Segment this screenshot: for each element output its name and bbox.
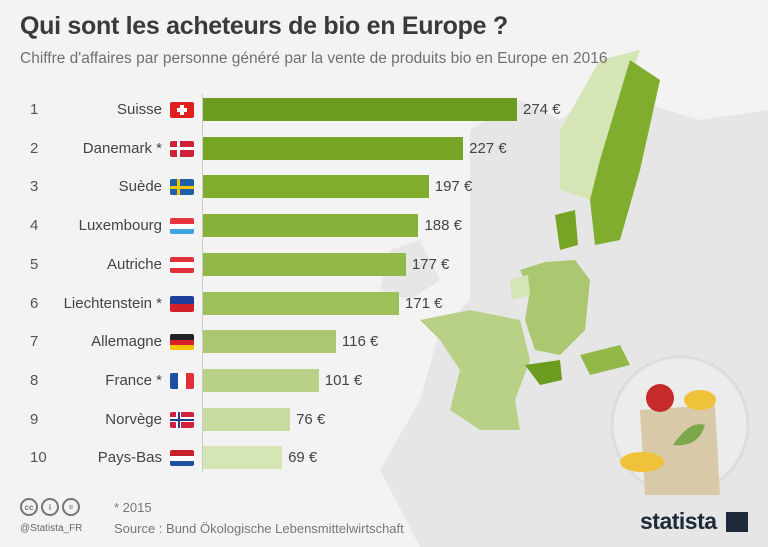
bar-row: 3 Suède 197 € <box>0 175 600 199</box>
country-label: Suède <box>118 178 162 196</box>
flag-ch-icon <box>170 102 194 118</box>
bar <box>203 368 319 392</box>
rank-label: 9 <box>30 410 39 428</box>
bar <box>203 407 291 431</box>
bar-row: 8 France * 101 € <box>0 368 600 393</box>
bar-row: 10 Pays-Bas 69 € <box>0 446 600 470</box>
map-austria <box>580 345 630 375</box>
rank-label: 5 <box>30 255 39 273</box>
value-label: 101 € <box>324 371 363 389</box>
bar <box>203 175 429 199</box>
bar-row: 5 Autriche 177 € <box>0 252 600 277</box>
bar <box>203 214 419 238</box>
footnote: * 2015 <box>114 500 152 515</box>
map-switzerland <box>525 360 562 385</box>
rank-label: 2 <box>30 139 39 157</box>
map-germany <box>520 260 590 355</box>
map-sweden <box>590 60 660 245</box>
value-label: 76 € <box>296 410 326 428</box>
bar <box>203 446 283 470</box>
flag-at-icon <box>170 256 194 273</box>
value-label: 69 € <box>288 449 318 467</box>
rank-label: 6 <box>30 294 39 312</box>
flag-de-icon <box>170 334 194 351</box>
bar <box>203 136 464 160</box>
bar <box>203 252 406 276</box>
country-label: Allemagne <box>91 333 162 351</box>
statista-logo-mark <box>726 512 748 532</box>
bar-row: 9 Norvège 76 € <box>0 407 600 432</box>
country-label: Danemark * <box>82 139 162 157</box>
value-label: 274 € <box>523 101 561 118</box>
bar-row: 1 Suisse 274 € <box>0 98 600 122</box>
country-label: Suisse <box>116 101 162 118</box>
map-norway <box>560 50 640 200</box>
country-label: Liechtenstein * <box>63 294 162 312</box>
flag-li-icon <box>170 295 194 312</box>
flag-lu-icon <box>170 218 194 235</box>
cc-icon: cc <box>20 498 38 516</box>
flag-se-icon <box>170 179 194 196</box>
flag-nl-icon <box>170 450 194 467</box>
map-france <box>420 310 530 430</box>
value-label: 177 € <box>411 255 450 273</box>
flag-fr-icon <box>170 372 194 389</box>
value-label: 116 € <box>341 333 379 351</box>
value-label: 188 € <box>424 217 462 235</box>
bar-row: 2 Danemark * 227 € <box>0 136 600 161</box>
attribution-icon: i <box>41 498 59 516</box>
country-label: Norvège <box>105 410 162 428</box>
rank-label: 8 <box>30 371 39 389</box>
grocery-bag-icon <box>640 405 720 495</box>
no-derivatives-icon: = <box>62 498 80 516</box>
value-label: 227 € <box>469 139 507 157</box>
bar-row: 7 Allemagne 116 € <box>0 330 600 354</box>
map-netherlands <box>510 275 530 300</box>
flag-no-icon <box>170 411 194 428</box>
flag-dk-icon <box>170 140 194 157</box>
license-icons: cc i = <box>20 498 80 516</box>
country-label: Pays-Bas <box>97 449 162 467</box>
banana-icon <box>684 390 716 410</box>
leaf-icon <box>673 424 705 446</box>
bar <box>203 98 517 121</box>
page-title: Qui sont les acheteurs de bio en Europe … <box>20 12 508 40</box>
bar <box>203 291 399 315</box>
country-label: Autriche <box>106 255 162 273</box>
country-label: Luxembourg <box>78 217 162 235</box>
rank-label: 1 <box>30 101 39 118</box>
value-label: 171 € <box>404 294 443 312</box>
bar <box>203 330 336 354</box>
map-denmark <box>555 210 578 250</box>
rank-label: 10 <box>30 449 47 467</box>
country-label: France * <box>105 371 162 389</box>
statista-logo[interactable]: statista <box>640 508 717 534</box>
bar-row: 6 Liechtenstein * 171 € <box>0 291 600 316</box>
source: Source : Bund Ökologische Lebensmittelwi… <box>114 521 404 536</box>
rank-label: 4 <box>30 217 39 235</box>
bar-row: 4 Luxembourg 188 € <box>0 214 600 238</box>
rank-label: 3 <box>30 178 39 196</box>
rank-label: 7 <box>30 333 39 351</box>
page-subtitle: Chiffre d'affaires par personne généré p… <box>20 50 608 67</box>
axis-line <box>202 94 203 472</box>
twitter-handle[interactable]: @Statista_FR <box>20 523 83 534</box>
apple-icon <box>646 384 674 412</box>
value-label: 197 € <box>434 178 473 196</box>
